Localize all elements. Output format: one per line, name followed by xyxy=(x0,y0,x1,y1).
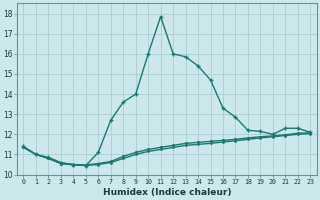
X-axis label: Humidex (Indice chaleur): Humidex (Indice chaleur) xyxy=(103,188,231,197)
